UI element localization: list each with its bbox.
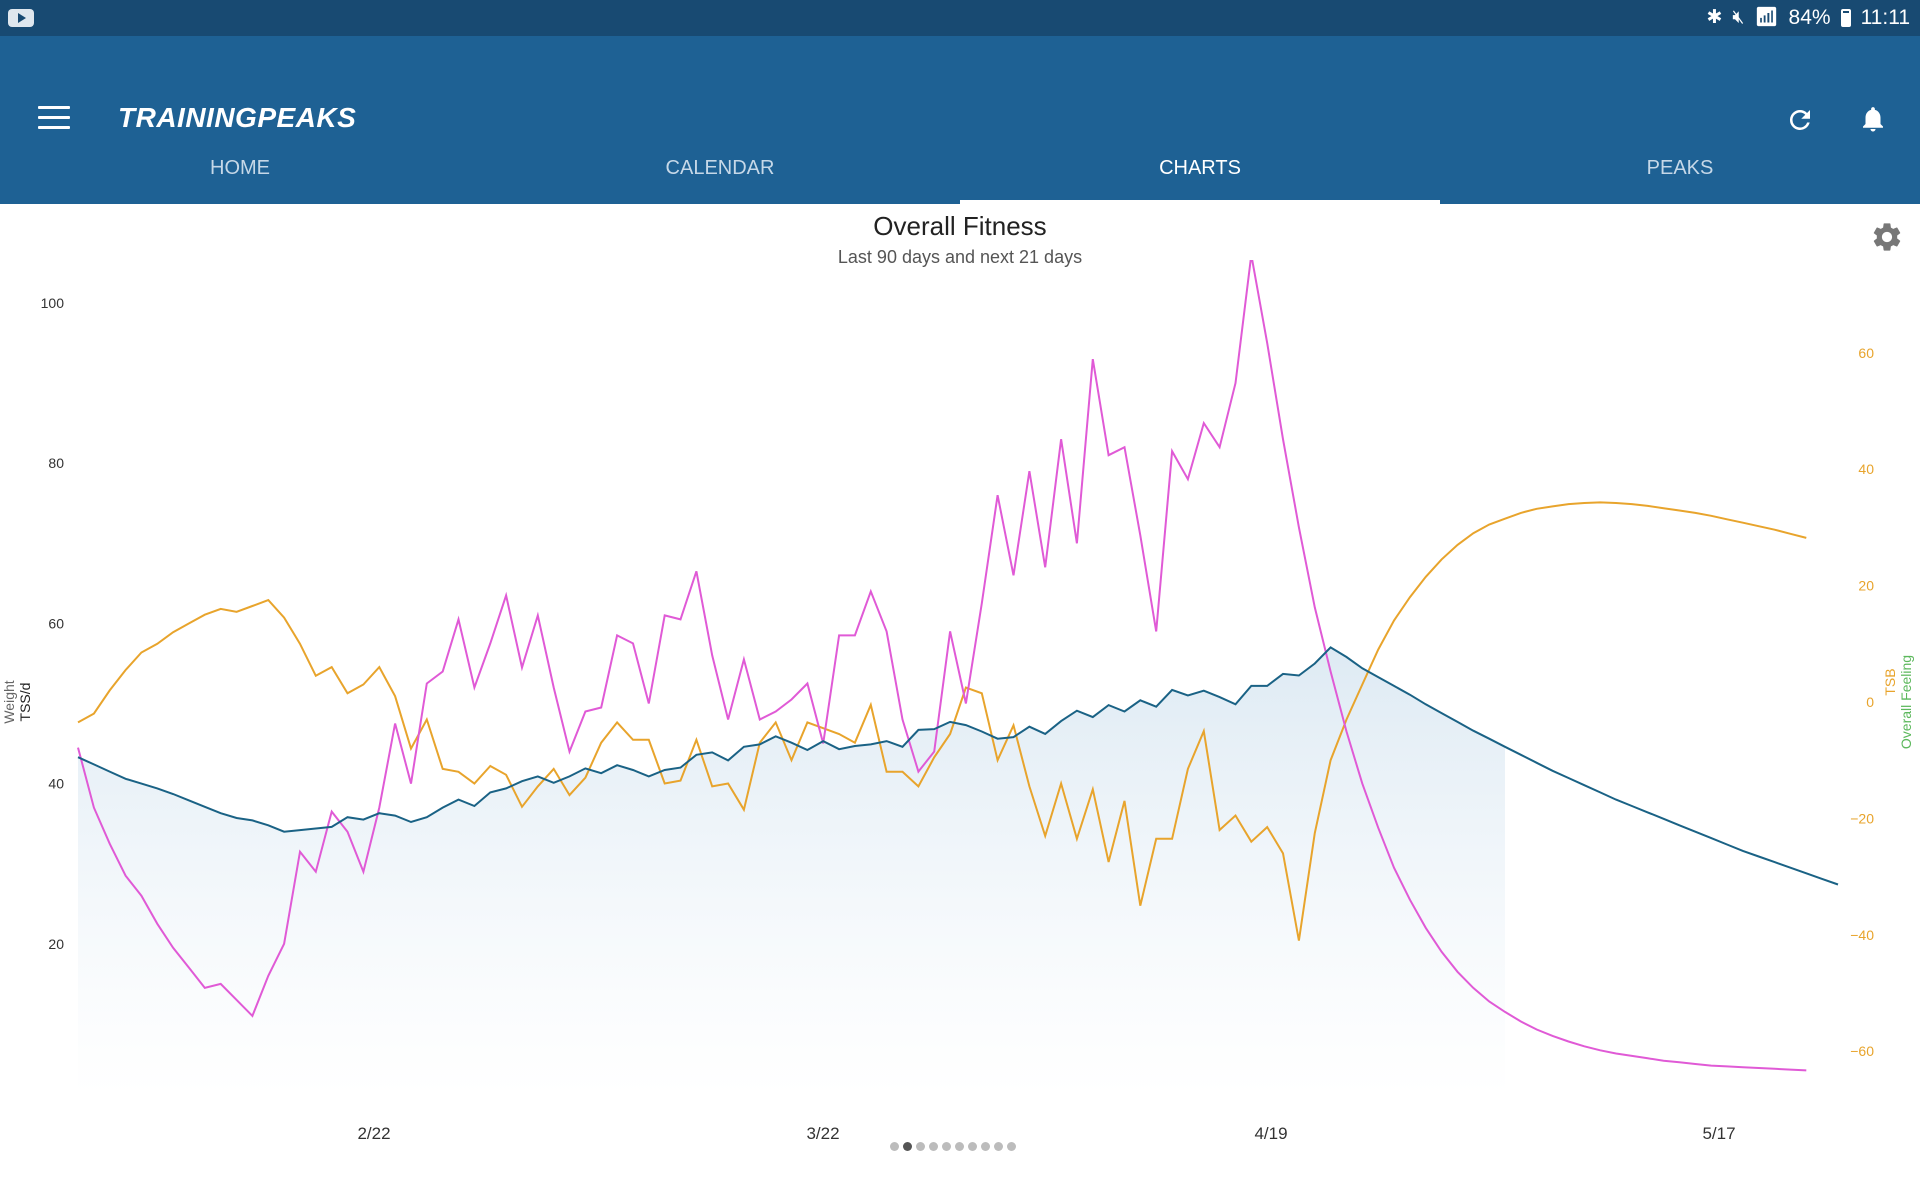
x-axis-ticks: 2/22 3/22 4/19 5/17	[357, 1124, 1735, 1140]
app-logo: TRAININGPEAKS	[118, 102, 357, 133]
battery-percent: 84%	[1788, 6, 1831, 29]
bluetooth-icon: ✱	[1706, 7, 1723, 28]
left-axis-ticks: 20 40 60 80 100	[41, 295, 65, 952]
right-tick-label: 40	[1858, 461, 1874, 477]
page-dot[interactable]	[929, 1142, 938, 1151]
atl-line	[77, 260, 1807, 1072]
right-axis-label-overall-feeling: Overall Feeling	[1898, 655, 1914, 749]
tab-home[interactable]: HOME	[210, 156, 270, 179]
x-tick-label: 3/22	[806, 1124, 839, 1140]
page-dot[interactable]	[1007, 1142, 1016, 1151]
left-axis-label-tssd: TSS/d	[17, 683, 33, 722]
clock: 11:11	[1860, 6, 1910, 29]
left-tick-label: 80	[48, 455, 64, 471]
left-tick-label: 20	[48, 936, 64, 952]
right-tick-label: 20	[1858, 578, 1874, 594]
left-axis-label-weight: Weight	[1, 680, 17, 723]
page-dot[interactable]	[890, 1142, 899, 1151]
page-dot[interactable]	[916, 1142, 925, 1151]
refresh-icon[interactable]	[1785, 105, 1815, 135]
tab-calendar[interactable]: CALENDAR	[665, 156, 775, 179]
bell-icon[interactable]	[1858, 103, 1888, 135]
youtube-notification-icon	[8, 9, 34, 27]
right-axis-label-tsb: TSB	[1882, 668, 1898, 695]
right-tick-label: −20	[1850, 810, 1874, 826]
tsb-line	[77, 501, 1807, 941]
tab-bar: HOME CALENDAR CHARTS PEAKS	[0, 132, 1920, 204]
page-dot[interactable]	[942, 1142, 951, 1151]
right-tick-label: −40	[1850, 927, 1874, 943]
app-bar: TRAININGPEAKS	[0, 36, 1920, 204]
page-dot[interactable]	[903, 1142, 912, 1151]
overall-fitness-chart: 20 40 60 80 100 −60 −40 −20 0 20 40 60 2/22 3/22 4/1…	[1, 260, 1914, 1140]
status-icons: ✱ 🔇︎ 📶︎ 84% 11:11	[1707, 6, 1911, 30]
page-dot[interactable]	[955, 1142, 964, 1151]
active-tab-indicator	[960, 200, 1440, 204]
gear-icon[interactable]	[1870, 220, 1904, 254]
battery-icon	[1840, 9, 1851, 27]
page-dot[interactable]	[994, 1142, 1003, 1151]
right-tick-label: 0	[1866, 694, 1874, 710]
status-bar: ✱ 🔇︎ 📶︎ 84% 11:11	[0, 0, 1920, 36]
x-tick-label: 4/19	[1254, 1124, 1287, 1140]
page-dot[interactable]	[981, 1142, 990, 1151]
tab-peaks[interactable]: PEAKS	[1646, 156, 1714, 179]
ctl-area	[78, 647, 1505, 1095]
left-tick-label: 100	[41, 295, 65, 311]
chart-title: Overall Fitness	[873, 211, 1047, 241]
mute-icon: 🔇︎	[1732, 7, 1745, 28]
left-tick-label: 60	[48, 615, 64, 631]
right-tick-label: 60	[1858, 345, 1874, 361]
chart-subtitle: Last 90 days and next 21 days	[837, 247, 1083, 267]
hamburger-icon[interactable]	[38, 106, 70, 130]
right-tick-label: −60	[1850, 1043, 1874, 1059]
x-tick-label: 2/22	[357, 1124, 390, 1140]
page-dot[interactable]	[968, 1142, 977, 1151]
left-tick-label: 40	[48, 776, 64, 792]
right-axis-ticks: −60 −40 −20 0 20 40 60	[1850, 345, 1874, 1059]
wifi-signal-icon: 📶︎	[1754, 7, 1779, 28]
x-tick-label: 5/17	[1702, 1124, 1735, 1140]
ctl-line	[77, 646, 1839, 886]
page-indicator	[890, 1142, 1016, 1151]
tab-charts[interactable]: CHARTS	[1159, 156, 1241, 179]
